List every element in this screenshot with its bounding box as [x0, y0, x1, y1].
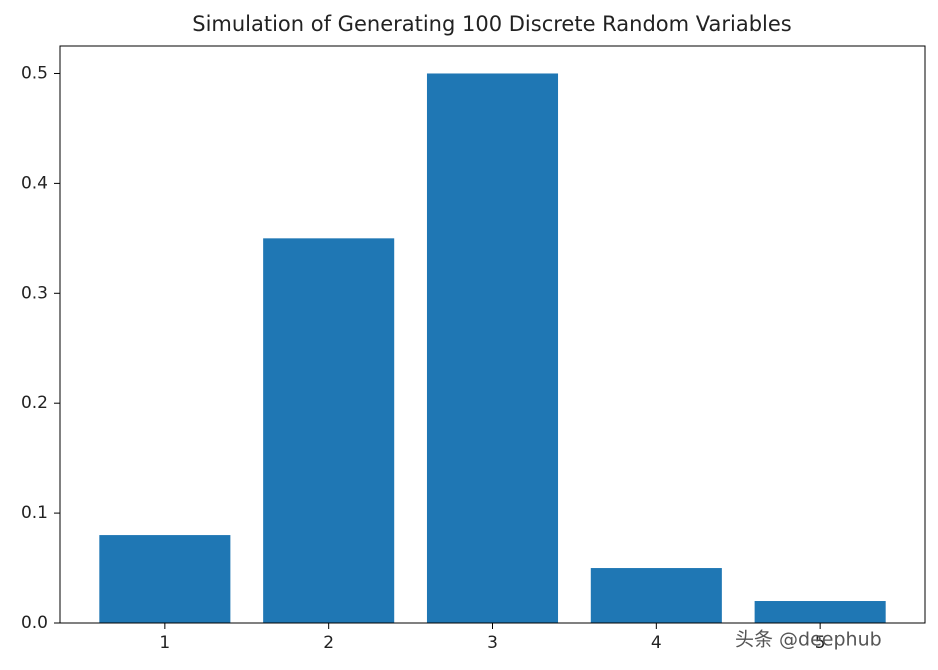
- y-tick-label: 0.1: [21, 503, 48, 523]
- y-tick-label: 0.0: [21, 613, 48, 633]
- y-tick-label: 0.2: [21, 393, 48, 413]
- x-tick-label: 4: [651, 633, 662, 653]
- bar: [754, 601, 886, 623]
- bar: [426, 73, 559, 623]
- plot-frame: [59, 45, 926, 624]
- y-tick-label: 0.4: [21, 173, 48, 193]
- y-tick-label: 0.3: [21, 283, 48, 303]
- bar: [590, 568, 722, 623]
- watermark: 头条 @deephub: [735, 629, 882, 651]
- chart-title: Simulation of Generating 100 Discrete Ra…: [192, 12, 792, 36]
- bar: [263, 238, 395, 624]
- x-tick-label: 1: [159, 633, 170, 653]
- y-tick-label: 0.5: [21, 63, 48, 83]
- x-tick-label: 3: [487, 633, 498, 653]
- x-tick-label: 5: [815, 633, 826, 653]
- bar: [99, 535, 231, 623]
- x-tick-label: 2: [323, 633, 334, 653]
